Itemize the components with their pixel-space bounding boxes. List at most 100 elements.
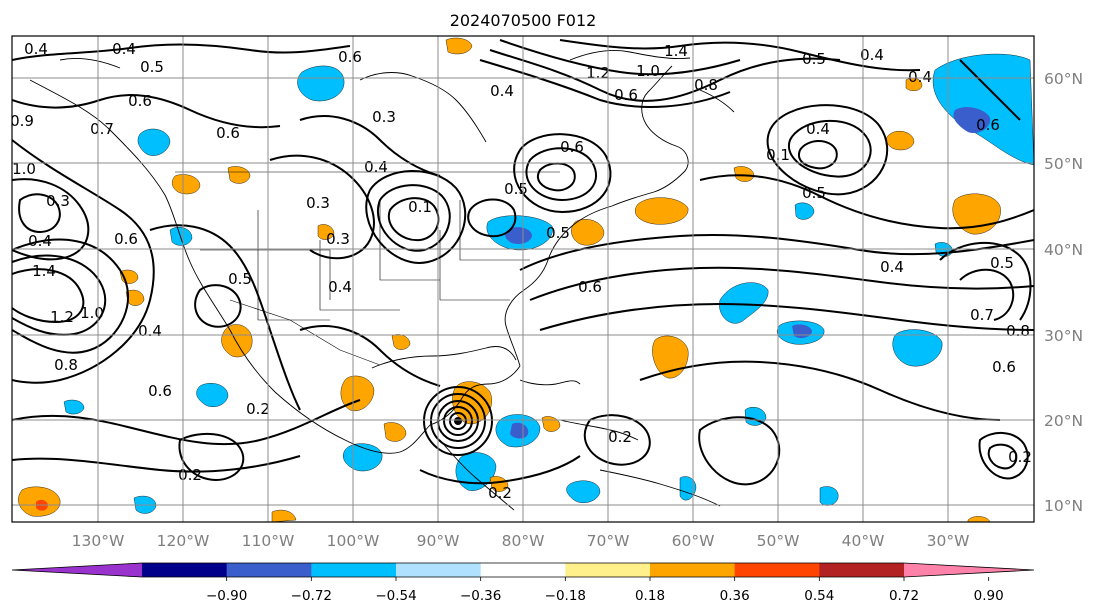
contour-label: 0.4 — [112, 40, 136, 58]
contour-label: 0.6 — [148, 382, 172, 400]
colorbar-segment — [565, 563, 651, 577]
lon-label: 80°W — [502, 532, 545, 550]
lon-label: 130°W — [72, 532, 125, 550]
contour-label: 1.4 — [32, 262, 56, 280]
contour-label: 1.0 — [80, 304, 104, 322]
colorbar-tick-label: 0.36 — [720, 588, 750, 604]
contour-label: 0.5 — [990, 254, 1014, 272]
contour-label: 0.3 — [372, 108, 396, 126]
colorbar-outline — [11, 562, 1035, 578]
contour-label: 0.3 — [46, 192, 70, 210]
map-panel: 0.4 0.4 0.5 0.6 0.6 0.6 0.9 0.7 0.3 1.0 … — [10, 35, 1035, 523]
contour-label: 0.6 — [128, 92, 152, 110]
map-frame — [11, 35, 1035, 523]
lon-label: 90°W — [417, 532, 460, 550]
graticule — [12, 36, 1034, 522]
contour-label: 0.6 — [578, 278, 602, 296]
colorbar-tick-label: −0.18 — [545, 588, 586, 604]
contour-label: 0.4 — [28, 232, 52, 250]
contour-label: 1.2 — [586, 64, 610, 82]
contour-label: 0.6 — [614, 86, 638, 104]
colorbar-segment — [734, 563, 820, 577]
contour-label: 0.4 — [490, 82, 514, 100]
colorbar-tick-label: −0.90 — [206, 588, 247, 604]
contour-label: 1.0 — [12, 160, 36, 178]
colorbar-segment — [396, 563, 482, 577]
contour-label: 0.2 — [1008, 448, 1032, 466]
contour-label: 0.6 — [216, 124, 240, 142]
colorbar-tick-label: 0.90 — [974, 588, 1004, 604]
longitude-labels: 130°W 120°W 110°W 100°W 90°W 80°W 70°W 6… — [72, 532, 970, 550]
contour-label: 0.7 — [970, 306, 994, 324]
colorbar-tick-label: −0.36 — [460, 588, 501, 604]
colorbar-tick-label: −0.54 — [375, 588, 416, 604]
contour-label: 0.2 — [488, 484, 512, 502]
lat-label: 50°N — [1044, 155, 1083, 173]
colorbar-segment — [650, 563, 736, 577]
contour-label: 0.4 — [364, 158, 388, 176]
contour-label: 1.0 — [636, 62, 660, 80]
colorbar-segment — [226, 563, 312, 577]
colorbar-segment — [142, 563, 228, 577]
contour-labels: 0.4 0.4 0.5 0.6 0.6 0.6 0.9 0.7 0.3 1.0 … — [10, 40, 1032, 502]
lon-label: 70°W — [587, 532, 630, 550]
political-borders — [175, 171, 560, 366]
contour-label: 0.6 — [338, 48, 362, 66]
colorbar-tick-label: 0.54 — [804, 588, 834, 604]
map-title: 2024070500 F012 — [450, 11, 597, 30]
contour-label: 0.6 — [114, 230, 138, 248]
colorbar-arrow-high — [904, 563, 1034, 577]
lon-label: 50°W — [757, 532, 800, 550]
contour-label: 0.1 — [408, 198, 432, 216]
contour-label: 0.4 — [908, 68, 932, 86]
contour-label: 0.6 — [976, 116, 1000, 134]
lat-label: 20°N — [1044, 412, 1083, 430]
lon-label: 30°W — [927, 532, 970, 550]
colorbar: −0.90 −0.72 −0.54 −0.36 −0.18 0.18 0.36 0.54 0.7… — [11, 562, 1035, 604]
contour-label: 0.6 — [992, 358, 1016, 376]
contour-label: 0.3 — [306, 194, 330, 212]
contour-label: 0.3 — [326, 230, 350, 248]
contour-label: 1.2 — [50, 308, 74, 326]
colorbar-segment — [819, 563, 905, 577]
colorbar-arrow-low — [12, 563, 142, 577]
contour-label: 0.7 — [90, 120, 114, 138]
contour-label: 0.5 — [504, 180, 528, 198]
contour-label: 0.2 — [608, 428, 632, 446]
contour-label: 0.4 — [138, 322, 162, 340]
lon-label: 110°W — [242, 532, 295, 550]
contour-label: 0.5 — [802, 184, 826, 202]
contour-label: 0.6 — [560, 138, 584, 156]
contour-label: 0.2 — [178, 466, 202, 484]
lon-label: 60°W — [672, 532, 715, 550]
lat-label: 60°N — [1044, 70, 1083, 88]
contour-label: 0.5 — [228, 270, 252, 288]
contour-lines — [12, 39, 1034, 486]
lat-label: 40°N — [1044, 241, 1083, 259]
contour-label: 0.4 — [860, 46, 884, 64]
storm-center-marker — [454, 417, 462, 425]
contour-label: 0.8 — [1006, 322, 1030, 340]
lon-label: 120°W — [157, 532, 210, 550]
lon-label: 40°W — [842, 532, 885, 550]
contour-label: 0.9 — [10, 112, 34, 130]
contour-label: 0.5 — [546, 224, 570, 242]
contour-label: 0.4 — [880, 258, 904, 276]
lat-label: 10°N — [1044, 497, 1083, 515]
colorbar-segment — [480, 563, 566, 577]
colorbar-tick-label: −0.72 — [291, 588, 332, 604]
colorbar-segment — [311, 563, 397, 577]
contour-label: 0.5 — [140, 58, 164, 76]
contour-label: 0.4 — [328, 278, 352, 296]
lat-label: 30°N — [1044, 327, 1083, 345]
contour-label: 0.4 — [24, 40, 48, 58]
contour-label: 0.8 — [694, 76, 718, 94]
contour-label: 0.4 — [806, 120, 830, 138]
contour-label: 1.4 — [664, 42, 688, 60]
colorbar-tick-label: 0.72 — [889, 588, 919, 604]
lon-label: 100°W — [327, 532, 380, 550]
contour-label: 0.8 — [54, 356, 78, 374]
colorbar-tick-label: 0.18 — [635, 588, 665, 604]
contour-label: 0.2 — [246, 400, 270, 418]
